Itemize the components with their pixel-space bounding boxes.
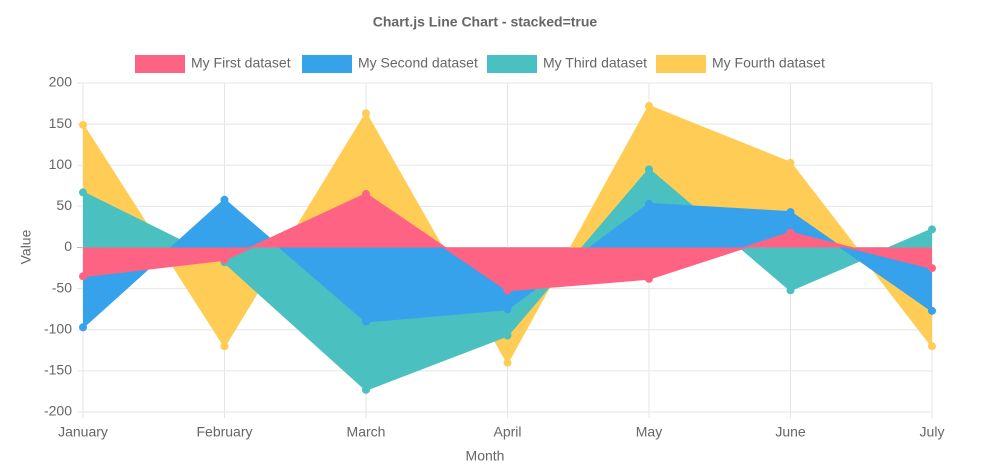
legend-swatch	[487, 55, 537, 73]
y-tick-label: 0	[64, 238, 72, 254]
point	[362, 317, 370, 326]
point	[79, 120, 87, 129]
x-tick-label: April	[493, 424, 521, 440]
y-tick-label: 100	[49, 156, 73, 172]
x-tick-label: January	[58, 424, 108, 440]
point	[220, 255, 229, 264]
x-tick-label: May	[636, 424, 662, 440]
point	[503, 286, 512, 295]
legend-label: My Fourth dataset	[712, 55, 825, 71]
x-tick-label: February	[196, 424, 252, 440]
point	[503, 331, 512, 340]
point	[928, 342, 936, 351]
x-axis-label: Month	[466, 448, 505, 464]
chart-title: Chart.js Line Chart - stacked=true	[373, 14, 598, 30]
point	[786, 158, 795, 167]
point	[786, 228, 795, 237]
x-tick-label: June	[775, 424, 806, 440]
legend-swatch	[302, 55, 352, 73]
point	[79, 272, 87, 281]
y-tick-label: -150	[44, 362, 72, 378]
point	[362, 190, 370, 199]
point	[503, 305, 512, 314]
point	[79, 323, 87, 332]
legend-label: My Third dataset	[543, 55, 647, 71]
legend-label: My First dataset	[191, 55, 291, 71]
y-tick-label: -50	[52, 279, 72, 295]
point	[928, 306, 936, 315]
x-tick-label: July	[920, 424, 945, 440]
point	[645, 274, 653, 283]
point	[79, 188, 87, 197]
point	[786, 208, 795, 217]
point	[928, 264, 936, 273]
point	[928, 225, 936, 234]
point	[645, 165, 653, 174]
legend-label: My Second dataset	[358, 55, 478, 71]
legend-swatch	[135, 55, 185, 73]
point	[220, 195, 229, 204]
y-tick-label: -200	[44, 403, 72, 419]
plot	[79, 102, 936, 394]
point	[645, 102, 653, 111]
y-tick-label: 150	[49, 115, 73, 131]
point	[220, 342, 229, 351]
point	[362, 385, 370, 394]
point	[786, 286, 795, 295]
y-tick-label: -100	[44, 320, 72, 336]
x-tick-label: March	[347, 424, 386, 440]
point	[503, 358, 512, 367]
y-tick-label: 50	[56, 197, 72, 213]
legend-swatch	[656, 55, 706, 73]
y-axis-label: Value	[18, 229, 34, 264]
point	[645, 199, 653, 208]
point	[362, 109, 370, 118]
y-tick-label: 200	[49, 74, 73, 90]
